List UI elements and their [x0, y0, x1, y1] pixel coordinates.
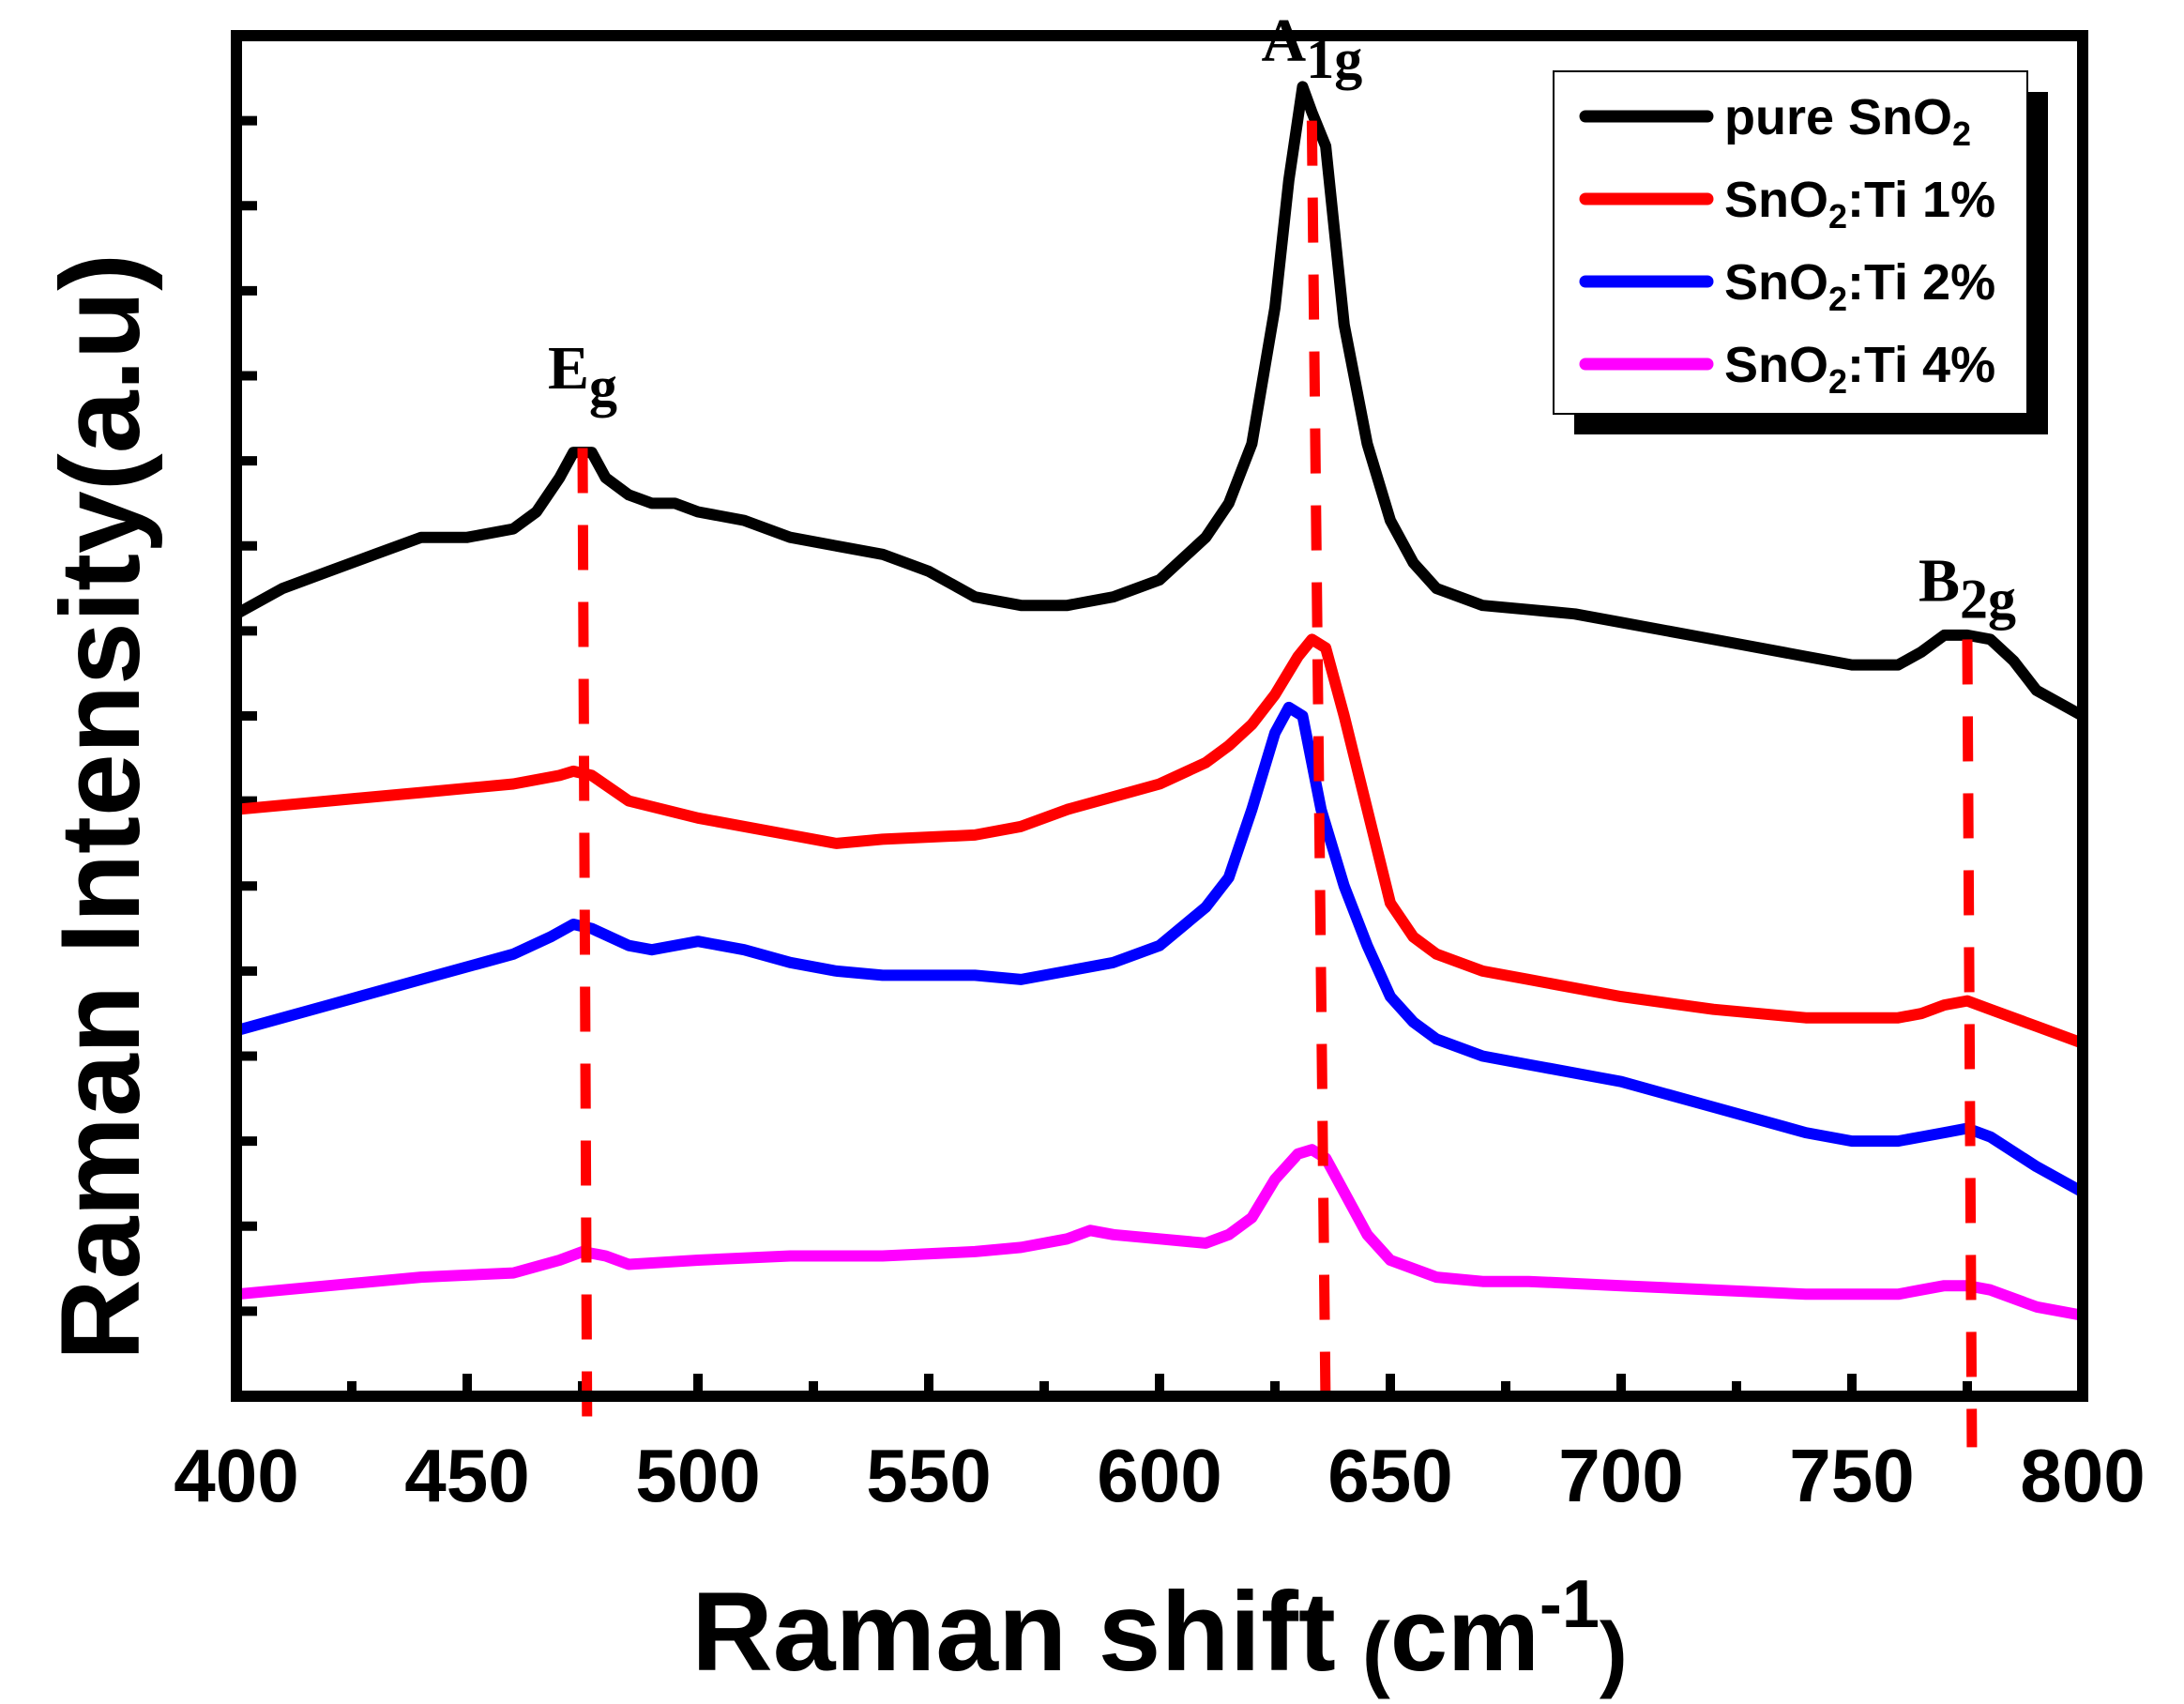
legend-label-1: pure SnO2 [1724, 89, 1971, 153]
x-axis-title: Raman shift (cm-1) [691, 1567, 1628, 1700]
peak-dash-line-3 [1962, 639, 1978, 1448]
peak-dash-line-1 [577, 448, 593, 1448]
legend-label-4: SnO2:Ti 4% [1724, 337, 1995, 401]
annotation-layer: Eg A1g B2g [548, 7, 2016, 1448]
x-tick-label: 750 [1789, 1434, 1914, 1517]
peak-dash-line-2 [1306, 120, 1331, 1418]
series-line-4 [231, 1144, 2088, 1321]
peak-label-b2g: B2g [1919, 547, 2016, 631]
x-tick-label: 800 [2020, 1434, 2145, 1517]
peak-label-a1g: A1g [1262, 7, 1363, 90]
tick-layer: 400 450 500 550 600 650 700 750 800 [174, 115, 2146, 1517]
legend-label-3: SnO2:Ti 2% [1724, 254, 1995, 318]
plot-frame [231, 30, 2088, 1402]
x-tick-label: 550 [866, 1434, 991, 1517]
x-tick-label: 500 [635, 1434, 760, 1517]
series-line-3 [231, 701, 2088, 1198]
series-line-1 [231, 81, 2088, 722]
peak-label-eg: Eg [548, 334, 617, 418]
legend-label-2: SnO2:Ti 1% [1724, 172, 1995, 236]
series-layer [231, 81, 2088, 1321]
x-tick-label: 450 [404, 1434, 529, 1517]
x-tick-label: 700 [1558, 1434, 1683, 1517]
legend-box [1553, 70, 2028, 415]
series-line-2 [231, 633, 2088, 1049]
y-axis-title: Raman Intensity(a.u) [38, 253, 163, 1361]
x-tick-label: 600 [1097, 1434, 1221, 1517]
x-tick-label: 400 [174, 1434, 298, 1517]
x-tick-label: 650 [1327, 1434, 1452, 1517]
legend: pure SnO2 SnO2:Ti 1% SnO2:Ti 2% SnO2:Ti 4% [1553, 70, 2048, 434]
